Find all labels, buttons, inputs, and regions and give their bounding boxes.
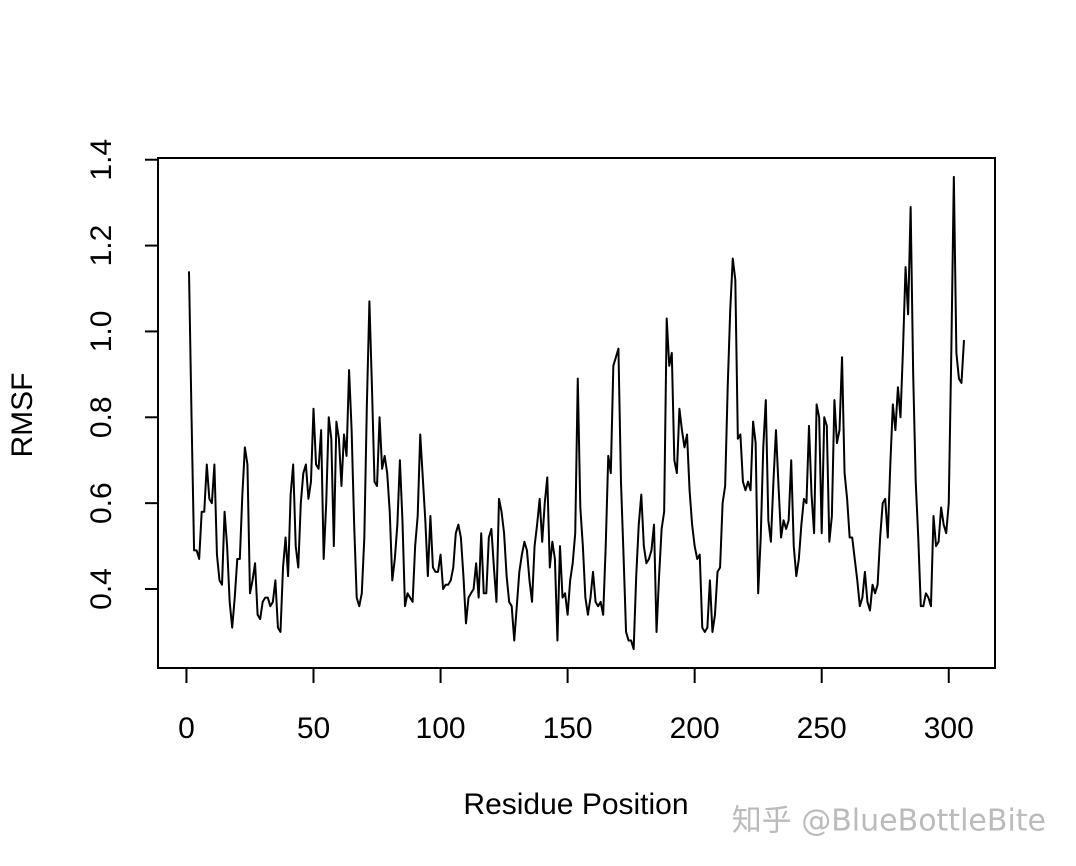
x-tick-label: 100 [416,712,466,745]
x-tick-label: 50 [297,712,330,745]
y-tick-label: 1.4 [85,139,118,181]
y-tick-label: 1.2 [85,225,118,267]
data-line [188,175,965,651]
watermark: 知乎 @BlueBottleBite [732,804,1046,839]
x-axis-title: Residue Position [463,788,688,821]
y-tick-label: 0.4 [85,568,118,610]
x-tick-label: 300 [924,712,974,745]
x-tick-label: 0 [178,712,195,745]
plot-frame [157,157,996,669]
x-tick-label: 200 [670,712,720,745]
x-tick-label: 250 [797,712,847,745]
x-tick-label: 150 [543,712,593,745]
y-tick-label: 1.0 [85,311,118,353]
y-axis-title: RMSF [6,373,39,458]
y-tick-label: 0.6 [85,482,118,524]
y-tick-label: 0.8 [85,396,118,438]
